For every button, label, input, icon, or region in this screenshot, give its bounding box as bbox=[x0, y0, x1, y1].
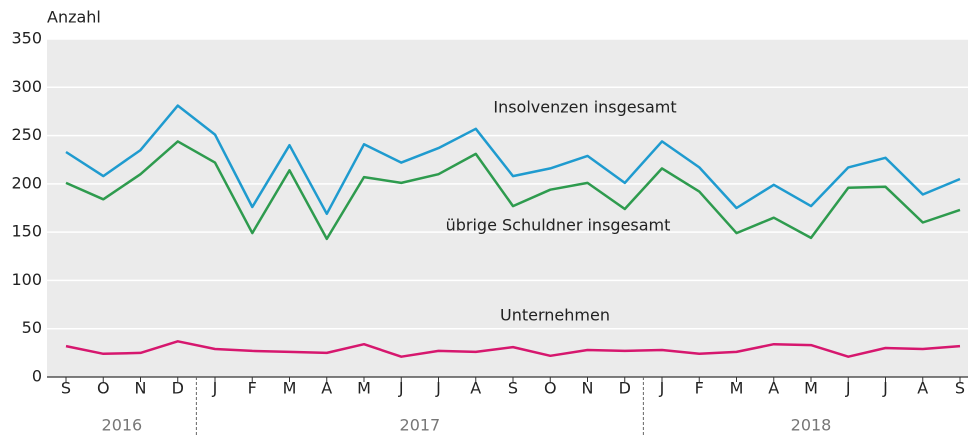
x-tick-label: D bbox=[172, 379, 184, 398]
x-tick-label: J bbox=[435, 379, 441, 398]
series-label: Insolvenzen insgesamt bbox=[493, 98, 676, 117]
x-tick-label: S bbox=[61, 379, 71, 398]
line-series bbox=[65, 340, 961, 358]
y-tick-label: 200 bbox=[11, 173, 42, 192]
y-axis-label: Anzahl bbox=[47, 8, 101, 27]
y-tick-label: 150 bbox=[11, 222, 42, 241]
y-tick-label: 300 bbox=[11, 77, 42, 96]
x-tick-label: M bbox=[357, 379, 371, 398]
y-tick-label: 350 bbox=[11, 29, 42, 48]
x-tick-label: A bbox=[768, 379, 779, 398]
x-tick-label: M bbox=[804, 379, 818, 398]
x-tick-label: A bbox=[321, 379, 332, 398]
y-tick-label: 50 bbox=[22, 318, 42, 337]
x-tick-label: M bbox=[283, 379, 297, 398]
x-tick-label: O bbox=[544, 379, 557, 398]
x-tick-label: N bbox=[582, 379, 594, 398]
x-tick-label: J bbox=[659, 379, 665, 398]
year-label: 2017 bbox=[400, 416, 441, 435]
x-tick-label: J bbox=[882, 379, 888, 398]
year-label: 2018 bbox=[791, 416, 832, 435]
series-label: Unternehmen bbox=[500, 306, 610, 325]
x-tick-label: A bbox=[917, 379, 928, 398]
x-tick-label: S bbox=[955, 379, 965, 398]
x-tick-label: A bbox=[470, 379, 481, 398]
plot-background bbox=[47, 39, 968, 377]
year-label: 2016 bbox=[102, 416, 143, 435]
y-tick-label: 100 bbox=[11, 270, 42, 289]
line-series bbox=[65, 104, 961, 216]
x-tick-label: S bbox=[508, 379, 518, 398]
x-tick-label: N bbox=[135, 379, 147, 398]
x-tick-label: F bbox=[695, 379, 704, 398]
y-tick-label: 250 bbox=[11, 125, 42, 144]
x-tick-label: J bbox=[845, 379, 851, 398]
x-tick-label: J bbox=[398, 379, 404, 398]
line-series bbox=[65, 140, 961, 241]
series-label: übrige Schuldner insgesamt bbox=[446, 216, 671, 235]
y-tick-label: 0 bbox=[32, 367, 42, 386]
x-tick-label: D bbox=[619, 379, 631, 398]
x-tick-label: M bbox=[730, 379, 744, 398]
x-tick-label: F bbox=[248, 379, 257, 398]
x-tick-label: O bbox=[97, 379, 110, 398]
x-tick-label: J bbox=[212, 379, 218, 398]
